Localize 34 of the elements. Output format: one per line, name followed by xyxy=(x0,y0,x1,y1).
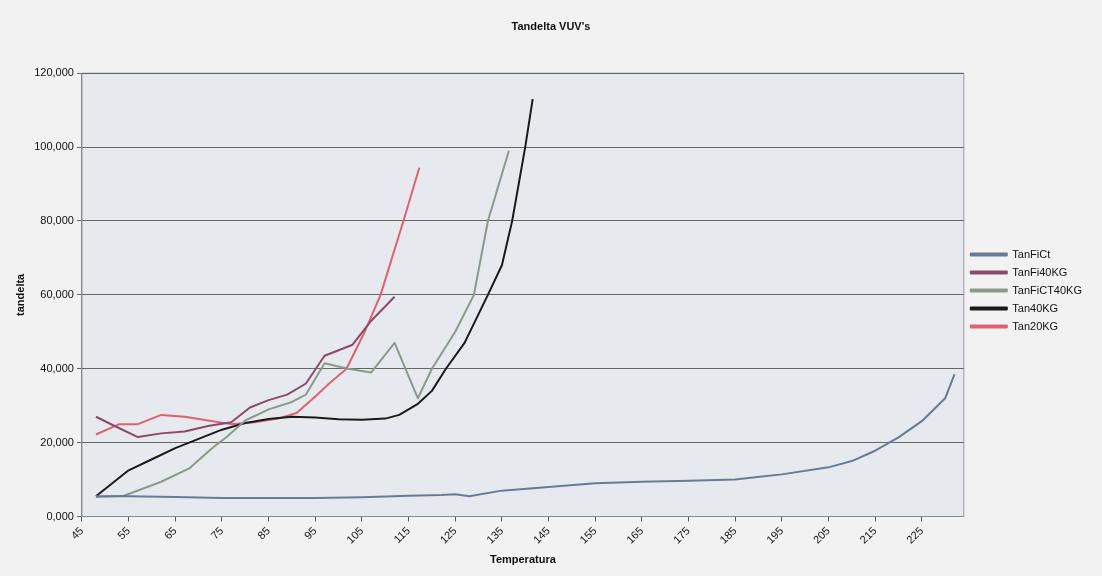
y-tick-label: 40,000 xyxy=(40,361,74,374)
x-tick-label: 185 xyxy=(717,524,739,546)
x-tick-label: 95 xyxy=(301,524,319,542)
x-tick-label: 135 xyxy=(483,524,506,546)
x-tick-label: 55 xyxy=(115,524,133,542)
x-tick-label: 225 xyxy=(903,524,926,546)
x-tick-label: 45 xyxy=(68,524,86,542)
chart-title: Tandelta VUV's xyxy=(511,19,591,32)
x-tick-label: 65 xyxy=(161,524,179,542)
x-tick-label: 115 xyxy=(391,524,413,546)
x-tick-label: 205 xyxy=(810,524,833,546)
x-tick-label: 85 xyxy=(255,524,273,542)
x-tick-label: 155 xyxy=(577,524,599,546)
x-tick-label: 125 xyxy=(437,524,459,546)
legend-label: Tan20KG xyxy=(1012,319,1059,332)
legend-label: TanFiCt xyxy=(1012,247,1051,260)
y-tick-label: 120,000 xyxy=(34,66,74,79)
legend-label: TanFiCT40KG xyxy=(1012,283,1083,296)
y-tick-label: 80,000 xyxy=(40,213,74,226)
legend-label: TanFi40KG xyxy=(1012,265,1068,278)
y-tick-label: 60,000 xyxy=(40,287,74,300)
y-tick-label: 20,000 xyxy=(40,435,74,448)
y-tick-label: 100,000 xyxy=(34,140,74,153)
x-tick-label: 195 xyxy=(763,524,786,546)
x-tick-label: 165 xyxy=(623,524,646,546)
x-tick-label: 175 xyxy=(670,524,693,546)
x-tick-label: 215 xyxy=(857,524,879,546)
y-tick-label: 0,000 xyxy=(46,509,74,522)
y-axis-title: tandelta xyxy=(13,272,26,316)
x-tick-label: 75 xyxy=(208,524,226,542)
legend-label: Tan40KG xyxy=(1012,301,1059,314)
x-axis-title: Temperatura xyxy=(489,553,557,566)
x-tick-label: 105 xyxy=(344,524,366,546)
x-tick-label: 145 xyxy=(530,524,553,546)
